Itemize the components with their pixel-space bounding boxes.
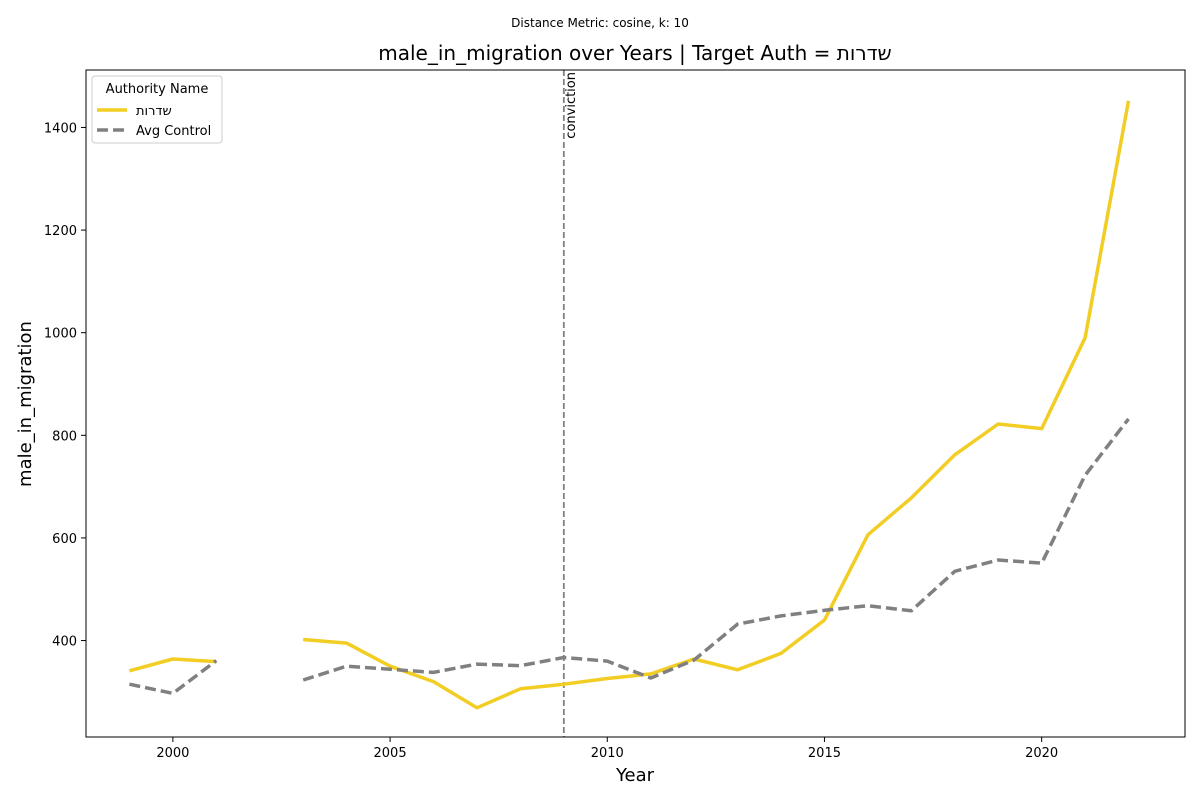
annotation-label: conviction [564,72,579,139]
y-tick-label: 400 [52,635,77,650]
series-line-control [302,417,1130,682]
x-tick-label: 2020 [1025,746,1058,761]
chart-suptitle: Distance Metric: cosine, k: 10 [511,16,689,30]
legend-label-target: שדרות [136,104,172,119]
x-tick-label: 2005 [374,746,407,761]
series-line-control [129,659,218,696]
legend-title: Authority Name [106,82,209,97]
y-axis-label: male_in_migration [15,321,36,487]
y-tick-label: 1400 [44,121,77,136]
x-tick-label: 2000 [156,746,189,761]
y-tick-label: 1200 [44,224,77,239]
x-axis-label: Year [615,765,655,786]
x-tick-label: 2010 [591,746,624,761]
series-line-target [303,100,1131,710]
plot-frame [85,69,1186,738]
legend-label-control: Avg Control [136,124,211,139]
y-tick-label: 600 [52,532,77,547]
y-tick-label: 1000 [44,327,77,342]
x-tick-label: 2015 [808,746,841,761]
chart-title: male_in_migration over Years | Target Au… [378,41,891,65]
legend-box [91,75,223,144]
legend: Authority Name שדרות Avg Control [91,75,223,144]
series-line-target [128,657,217,673]
plot-marks: 2000 2005 2010 2015 2020 400 600 800 1000 1200 140… [44,70,1131,761]
y-tick-label: 800 [52,429,77,444]
